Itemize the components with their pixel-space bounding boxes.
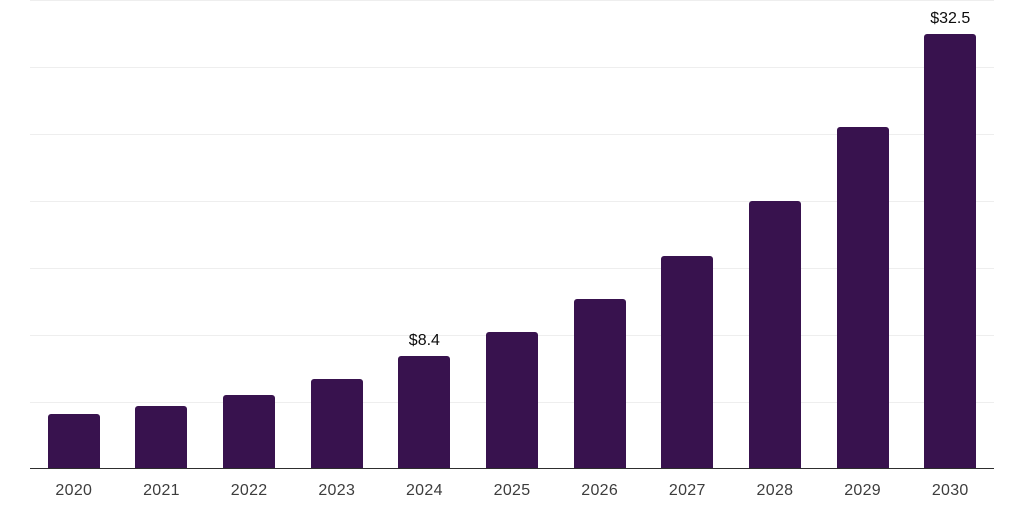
gridline xyxy=(30,268,994,269)
bar-slot-2021 xyxy=(118,0,206,469)
x-tick-label-2028: 2028 xyxy=(756,482,794,499)
x-tick-label-2022: 2022 xyxy=(230,482,268,499)
x-tick-label-2020: 2020 xyxy=(55,482,93,499)
bar-slot-2030: $32.5 xyxy=(906,0,994,469)
bar-2027 xyxy=(661,255,714,469)
bar-slot-2026 xyxy=(556,0,644,469)
bar-slot-2028 xyxy=(731,0,819,469)
x-tick-label-2030: 2030 xyxy=(931,482,969,499)
bar-slot-2024: $8.4 xyxy=(381,0,469,469)
bar-slot-2022 xyxy=(205,0,293,469)
bar-2024: $8.4 xyxy=(398,333,451,469)
gridline xyxy=(30,201,994,202)
x-axis-labels: 2020 2021 2022 2023 2024 2025 2026 2027 2028 2029… xyxy=(30,481,994,500)
bar-value-label-2030: $32.5 xyxy=(930,9,971,27)
x-tick-label-2023: 2023 xyxy=(318,482,356,499)
gridline xyxy=(30,0,994,1)
bar-slot-2029 xyxy=(819,0,907,469)
bar-2022 xyxy=(223,395,276,469)
bar-2028 xyxy=(748,201,801,469)
bar-2020 xyxy=(47,414,100,469)
x-tick-label-2025: 2025 xyxy=(493,482,531,499)
gridline xyxy=(30,67,994,68)
x-axis-line xyxy=(30,468,994,469)
bar-2029 xyxy=(836,127,889,469)
bars-layer: $8.4 $32.5 xyxy=(30,0,994,469)
bar-2030: $32.5 xyxy=(924,10,977,469)
x-tick-label-2026: 2026 xyxy=(581,482,619,499)
x-tick-label-2021: 2021 xyxy=(143,482,180,499)
bar-2021 xyxy=(135,406,188,469)
bar-slot-2025 xyxy=(468,0,556,469)
bar-slot-2020 xyxy=(30,0,118,469)
plot-area: $8.4 $32.5 xyxy=(30,0,994,469)
bar-slot-2027 xyxy=(643,0,731,469)
x-tick-label-2024: 2024 xyxy=(405,482,443,499)
bar-2023 xyxy=(310,379,363,469)
x-tick-label-2029: 2029 xyxy=(844,482,881,499)
gridline xyxy=(30,134,994,135)
x-tick-label-2027: 2027 xyxy=(668,482,706,499)
bar-value-label-2024: $8.4 xyxy=(408,332,440,350)
bar-2025 xyxy=(486,332,539,469)
bar-slot-2023 xyxy=(293,0,381,469)
bar-2026 xyxy=(573,298,626,469)
